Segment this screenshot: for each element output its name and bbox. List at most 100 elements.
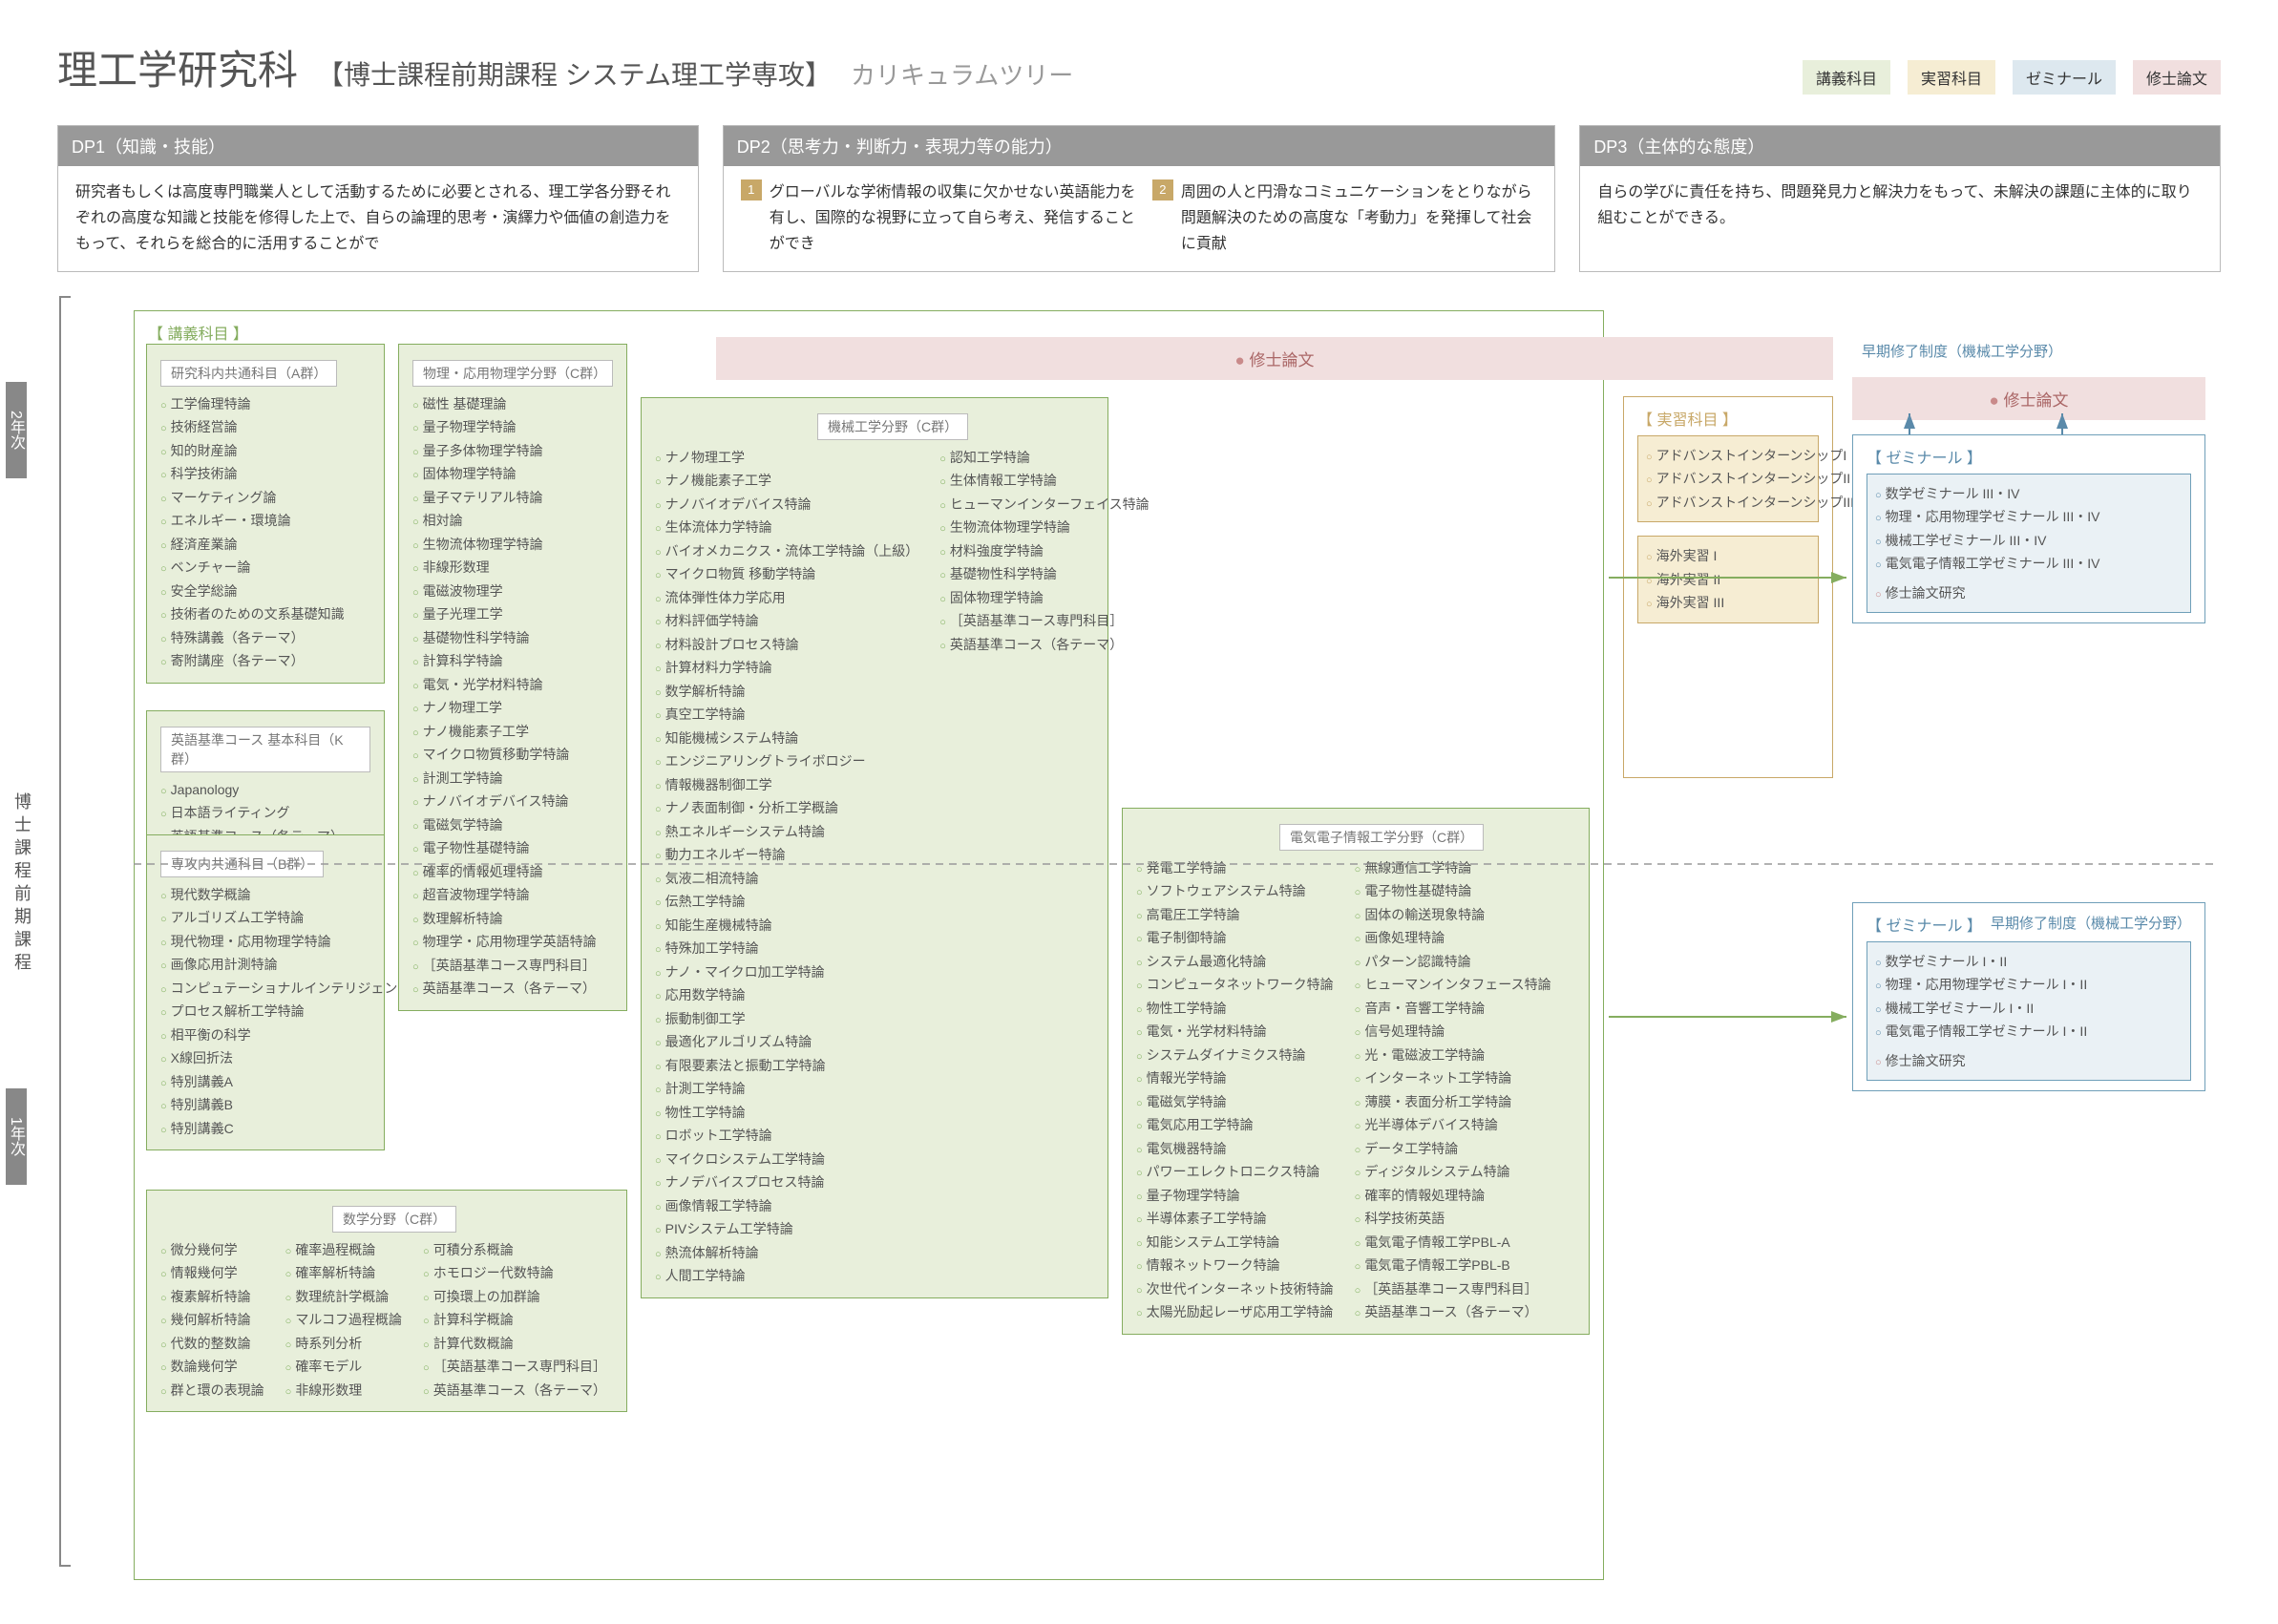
group-phys: 物理・応用物理学分野（C群） 磁性 基礎理論量子物理学特論量子多体物理学特論固体… <box>398 344 627 1011</box>
course-item: 計測工学特論 <box>412 767 613 791</box>
course-item: 情報幾何学 <box>160 1261 264 1285</box>
course-item: 有限要素法と振動工学特論 <box>655 1054 918 1078</box>
course-item: 高電圧工学特論 <box>1136 903 1334 927</box>
group-mech: 機械工学分野（C群） ナノ物理工学ナノ機能素子工学ナノバイオデバイス特論生体流体… <box>641 397 1108 1298</box>
course-item: ナノバイオデバイス特論 <box>412 790 613 813</box>
course-item: 数学解析特論 <box>655 680 918 704</box>
course-item: 安全学総論 <box>160 580 370 603</box>
group-phys-list: 磁性 基礎理論量子物理学特論量子多体物理学特論固体物理学特論量子マテリアル特論相… <box>412 392 613 1001</box>
course-item: 真空工学特論 <box>655 703 918 727</box>
course-item: 数学ゼミナール III・IV <box>1875 482 2183 506</box>
course-item: ナノデバイスプロセス特論 <box>655 1171 918 1194</box>
course-item: バイオメカニクス・流体工学特論（上級） <box>655 539 918 563</box>
course-item: 電磁気学特論 <box>1136 1090 1334 1114</box>
course-item: 計算科学概論 <box>423 1308 606 1332</box>
course-item: ナノ機能素子工学 <box>655 469 918 493</box>
course-item: 電気電子情報工学PBL-A <box>1355 1231 1551 1255</box>
course-item: 機械工学ゼミナール III・IV <box>1875 529 2183 553</box>
dp3-body: 自らの学びに責任を持ち、問題発見力と解決力をもって、未解決の課題に主体的に取り組… <box>1580 166 2220 244</box>
course-item: パターン認識特論 <box>1355 950 1551 974</box>
course-item: データ工学特論 <box>1355 1137 1551 1161</box>
course-item: 幾何解析特論 <box>160 1308 264 1332</box>
course-item: 物性工学特論 <box>655 1101 918 1125</box>
course-item: 確率的情報処理特論 <box>1355 1184 1551 1208</box>
course-item: 太陽光励起レーザ応用工学特論 <box>1136 1300 1334 1324</box>
dp3-header: DP3（主体的な態度） <box>1580 126 2220 166</box>
course-item: 特別講義B <box>160 1093 370 1117</box>
course-item: 電気機器特論 <box>1136 1137 1334 1161</box>
course-item: 確率解析特論 <box>285 1261 402 1285</box>
course-item: ナノ・マイクロ加工学特論 <box>655 960 918 984</box>
course-item: ［英語基準コース専門科目］ <box>1355 1277 1551 1301</box>
early-label-2: 早期修了制度（機械工学分野） <box>1991 913 2191 941</box>
legend: 講義科目 実習科目 ゼミナール 修士論文 <box>1803 60 2221 95</box>
course-item: エネルギー・環境論 <box>160 509 370 533</box>
course-item: ナノ物理工学 <box>412 696 613 720</box>
course-item: 次世代インターネット技術特論 <box>1136 1277 1334 1301</box>
course-item: 海外実習 II <box>1646 568 1810 592</box>
course-item: プロセス解析工学特論 <box>160 1000 370 1023</box>
program-label: 博士課程前期課程 <box>10 792 34 976</box>
course-item: 科学技術英語 <box>1355 1207 1551 1231</box>
early-label-1: 早期修了制度（機械工学分野） <box>1862 341 2062 361</box>
course-item: 量子物理学特論 <box>412 415 613 439</box>
course-item: 電子物性基礎特論 <box>412 836 613 860</box>
course-item: コンピュータネットワーク特論 <box>1136 973 1334 997</box>
course-item: 電気電子情報工学PBL-B <box>1355 1254 1551 1277</box>
legend-thesis: 修士論文 <box>2133 60 2221 95</box>
course-item: 数論幾何学 <box>160 1355 264 1379</box>
course-item: システム最適化特論 <box>1136 950 1334 974</box>
sub-title: 【博士課程前期課程 システム理工学専攻】 <box>317 54 832 93</box>
course-item: エンジニアリングトライボロジー <box>655 749 918 773</box>
course-item: マイクロシステム工学特論 <box>655 1148 918 1171</box>
course-item: 技術者のための文系基礎知識 <box>160 602 370 626</box>
course-item: 量子多体物理学特論 <box>412 439 613 463</box>
course-item: 確率モデル <box>285 1355 402 1379</box>
course-item: 認知工学特論 <box>939 446 1149 470</box>
group-math-title: 数学分野（C群） <box>332 1206 456 1233</box>
seminar-upper: 【 ゼミナール 】 数学ゼミナール III・IV物理・応用物理学ゼミナール II… <box>1852 434 2205 624</box>
thesis-research-1: 修士論文研究 <box>1875 581 2183 605</box>
course-item: ナノ表面制御・分析工学概論 <box>655 796 918 820</box>
course-item: Japanology <box>160 778 370 802</box>
practical-a-list: アドバンストインターンシップIアドバンストインターンシップIIアドバンストインタ… <box>1646 444 1810 515</box>
course-item: 海外実習 I <box>1646 544 1810 568</box>
course-item: アルゴリズム工学特論 <box>160 906 370 930</box>
dp2-num2: 2 <box>1152 179 1173 200</box>
course-item: 材料評価学特論 <box>655 609 918 633</box>
course-item: ［英語基準コース専門科目］ <box>939 609 1149 633</box>
tree-title: カリキュラムツリー <box>851 56 1073 92</box>
course-item: 電子物性基礎特論 <box>1355 879 1551 903</box>
course-item: 時系列分析 <box>285 1332 402 1356</box>
legend-practical: 実習科目 <box>1908 60 1995 95</box>
course-item: 特殊加工学特論 <box>655 937 918 960</box>
group-math: 数学分野（C群） 微分幾何学情報幾何学複素解析特論幾何解析特論代数的整数論数論幾… <box>146 1190 627 1413</box>
dp1-header: DP1（知識・技能） <box>58 126 698 166</box>
dp1-box: DP1（知識・技能） 研究者もしくは高度専門職業人として活動するために必要とされ… <box>57 125 699 272</box>
course-item: 現代数学概論 <box>160 883 370 907</box>
course-item: 知能システム工学特論 <box>1136 1231 1334 1255</box>
course-item: 英語基準コース（各テーマ） <box>423 1379 606 1403</box>
course-item: 人間工学特論 <box>655 1264 918 1288</box>
course-item: 磁性 基礎理論 <box>412 392 613 416</box>
course-item: 電磁気学特論 <box>412 813 613 837</box>
course-item: アドバンストインターンシップIII <box>1646 491 1810 515</box>
group-math-list: 微分幾何学情報幾何学複素解析特論幾何解析特論代数的整数論数論幾何学群と環の表現論… <box>160 1238 613 1403</box>
course-item: 生物流体物理学特論 <box>412 533 613 557</box>
group-elec: 電気電子情報工学分野（C群） 発電工学特論ソフトウェアシステム特論高電圧工学特論… <box>1122 808 1590 1335</box>
course-item: ナノバイオデバイス特論 <box>655 493 918 517</box>
course-item: 計算代数概論 <box>423 1332 606 1356</box>
thesis-label-2: 修士論文 <box>2004 391 2069 410</box>
practical-header: 【 実習科目 】 <box>1637 407 1819 430</box>
course-item: 情報機器制御工学 <box>655 773 918 797</box>
course-item: 電磁波物理学 <box>412 580 613 603</box>
practical-b: 海外実習 I海外実習 II海外実習 III <box>1637 536 1819 623</box>
course-item: 気液二相流特論 <box>655 867 918 891</box>
course-item: ［英語基準コース専門科目］ <box>412 954 613 978</box>
course-item: 固体物理学特論 <box>412 462 613 486</box>
group-phys-title: 物理・応用物理学分野（C群） <box>412 360 613 387</box>
course-item: システムダイナミクス特論 <box>1136 1044 1334 1067</box>
course-item: 知能機械システム特論 <box>655 727 918 750</box>
rail-bracket <box>59 296 71 1567</box>
course-item: 電気・光学材料特論 <box>1136 1020 1334 1044</box>
